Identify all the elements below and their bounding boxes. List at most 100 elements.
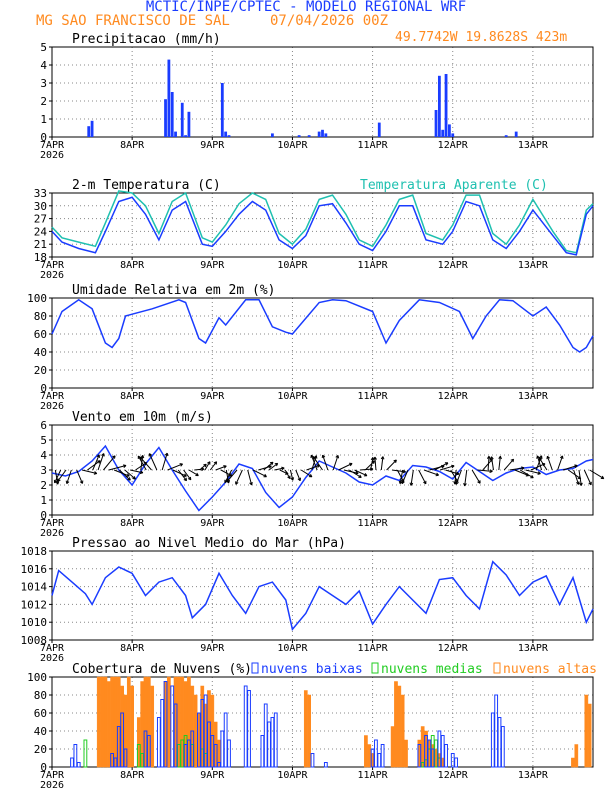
wind-arrow xyxy=(583,469,592,485)
wind-arrow xyxy=(454,469,457,485)
wind-arrow-head xyxy=(290,477,295,481)
precip-bar xyxy=(437,75,441,137)
cloud-high-bar xyxy=(100,676,104,768)
wind-arrow-head xyxy=(308,473,313,478)
wind-arrow-head xyxy=(349,462,353,467)
y-tick-label: 0 xyxy=(40,382,47,395)
cloud-low-bar xyxy=(444,744,448,768)
wind-arrow xyxy=(194,468,205,471)
wind-arrow xyxy=(87,460,101,471)
precip-bar xyxy=(307,135,311,137)
precip-bar xyxy=(377,122,381,137)
wind-arrow-head xyxy=(57,478,61,482)
y-tick-label: 40 xyxy=(34,346,47,359)
y-tick-label: 6 xyxy=(40,419,47,432)
x-tick-label: 7APR xyxy=(40,770,65,781)
wind-arrow xyxy=(568,469,582,480)
y-tick-label: 1016 xyxy=(21,563,48,576)
wind-arrow xyxy=(113,469,130,477)
y-tick-label: 0 xyxy=(40,761,47,774)
x-tick-label: 9APR xyxy=(200,140,225,151)
x-tick-label: 10APR xyxy=(277,518,308,529)
precip-bar xyxy=(321,129,324,137)
x-tick-label: 11APR xyxy=(358,518,389,529)
wind-arrow-head xyxy=(559,455,564,459)
cloud-mid-bar xyxy=(420,762,425,768)
cloud-low-bar xyxy=(370,748,375,768)
cloud-low-bar xyxy=(203,694,208,768)
cloud-high-bar xyxy=(397,685,402,768)
wind-arrow xyxy=(391,469,406,473)
cloud-low-bar xyxy=(187,739,191,768)
precip-bar xyxy=(514,131,518,137)
cloud-high-bar xyxy=(167,676,171,768)
precip-bar xyxy=(441,129,445,137)
wind-arrow-head xyxy=(287,475,291,480)
x-tick-label: 8APR xyxy=(120,643,145,654)
wind-arrow-head xyxy=(574,464,578,468)
precip-bar xyxy=(434,110,438,137)
wind-arrow-head xyxy=(122,464,127,468)
cloud-low-bar xyxy=(213,744,218,768)
precip-bar xyxy=(174,131,177,137)
y-tick-label: 1 xyxy=(40,113,47,126)
wind-arrow-head xyxy=(235,481,239,485)
y-tick-label: 33 xyxy=(34,187,47,200)
station-coordinates: 49.7742W 19.8628S 423m xyxy=(395,30,568,45)
cloud-high-bar xyxy=(400,694,405,768)
precip-bar xyxy=(324,133,328,137)
cloud-low-bar xyxy=(76,762,81,768)
precip-bar xyxy=(224,131,228,137)
plot-frame xyxy=(51,676,594,768)
wind-arrow-head xyxy=(195,472,199,477)
wind-arrow xyxy=(119,469,131,481)
wind-arrow xyxy=(503,458,515,471)
temperature-line xyxy=(51,196,594,256)
panel-4 xyxy=(49,424,594,518)
cloud-low-bar xyxy=(374,739,378,768)
wind-arrow xyxy=(418,469,427,485)
x-tick-label: 8APR xyxy=(120,770,145,781)
x-tick-label: 10APR xyxy=(277,260,308,271)
apparent-temperature-line xyxy=(51,190,594,254)
wind-arrow xyxy=(188,469,199,477)
wind-arrow xyxy=(204,461,211,471)
y-tick-label: 3 xyxy=(40,77,47,90)
plot-frame xyxy=(51,297,594,389)
cloud-low-bar xyxy=(497,717,502,768)
precip-bar xyxy=(184,135,187,137)
y-tick-label: 21 xyxy=(34,238,47,251)
precip-bar xyxy=(180,102,184,137)
x-tick-label: 13APR xyxy=(518,260,549,271)
wind-arrow xyxy=(482,458,493,471)
x-tick-label: 11APR xyxy=(358,140,389,151)
cloud-high-bar xyxy=(103,676,108,768)
cloud-mid-bar xyxy=(180,739,185,768)
wind-arrow-head xyxy=(79,480,84,484)
wind-arrow-head xyxy=(281,466,285,471)
wind-arrow xyxy=(322,454,329,471)
legend-low-clouds: nuvens baixas xyxy=(261,662,363,677)
cloud-low-bar xyxy=(123,748,128,768)
y-tick-label: 0 xyxy=(40,509,47,522)
wind-arrow-head xyxy=(269,461,274,466)
wind-arrow-head xyxy=(139,456,144,461)
legend-low-clouds-swatch xyxy=(251,662,259,674)
wind-arrow-head xyxy=(223,465,227,469)
wind-arrow xyxy=(332,455,339,471)
wind-arrow xyxy=(92,454,100,471)
y-tick-label: 0 xyxy=(40,131,47,144)
y-tick-label: 40 xyxy=(34,725,47,738)
wind-arrow-head xyxy=(187,476,192,481)
wind-arrow-head xyxy=(363,473,368,477)
wind-arrow xyxy=(434,462,449,471)
plot-frame xyxy=(51,46,594,138)
precip-bar xyxy=(227,135,231,137)
wind-arrow-head xyxy=(93,471,98,475)
wind-arrow-head xyxy=(321,454,326,459)
wind-arrow-head xyxy=(112,455,116,459)
wind-arrow xyxy=(536,455,543,471)
x-tick-label: 2026 xyxy=(40,401,64,412)
cloud-high-bar xyxy=(193,694,198,768)
y-tick-label: 4 xyxy=(40,59,47,72)
